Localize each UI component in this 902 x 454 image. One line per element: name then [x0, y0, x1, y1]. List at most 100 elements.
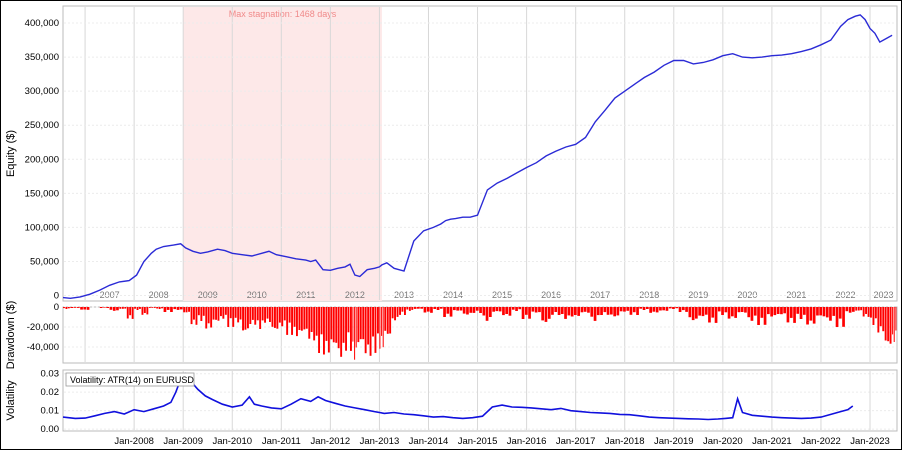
drawdown-bar	[685, 307, 688, 312]
drawdown-bar	[893, 307, 895, 342]
drawdown-bar	[753, 307, 757, 316]
drawdown-bar	[806, 307, 809, 325]
drawdown-bar	[668, 307, 672, 309]
drawdown-bar	[65, 307, 68, 309]
volatility-legend-label: Volatility: ATR(14) on EURUSD	[70, 375, 194, 385]
equity-y-tick-label: 200,000	[25, 154, 59, 165]
drawdown-bar	[70, 307, 74, 308]
drawdown-bar	[337, 307, 340, 349]
drawdown-bar	[763, 307, 767, 325]
drawdown-bar	[161, 307, 163, 309]
drawdown-bar	[521, 307, 525, 319]
drawdown-bar	[417, 307, 420, 309]
drawdown-bar	[288, 307, 291, 323]
drawdown-bar	[629, 307, 633, 315]
drawdown-bar	[352, 307, 354, 342]
drawdown-bar	[242, 307, 244, 331]
drawdown-bar	[695, 307, 698, 319]
volatility-x-tick-label: Jan-2014	[409, 436, 449, 447]
volatility-x-tick-label: Jan-2009	[163, 436, 203, 447]
drawdown-bar	[369, 307, 372, 356]
drawdown-bar	[596, 307, 600, 316]
drawdown-bar	[229, 307, 232, 319]
drawdown-bar	[296, 307, 298, 337]
drawdown-bar	[355, 307, 357, 348]
drawdown-bar	[884, 307, 887, 341]
drawdown-bar	[714, 307, 718, 323]
drawdown-bar	[212, 307, 215, 320]
drawdown-bar	[153, 307, 156, 308]
drawdown-bar	[202, 307, 205, 316]
drawdown-bar	[327, 307, 330, 353]
drawdown-bar	[259, 307, 262, 329]
drawdown-bar	[220, 307, 222, 317]
drawdown-bar	[482, 307, 486, 316]
drawdown-bar	[200, 307, 203, 321]
drawdown-bar	[449, 307, 453, 317]
drawdown-bar	[734, 307, 737, 318]
drawdown-bar	[134, 307, 136, 309]
volatility-x-tick-label: Jan-2011	[262, 436, 301, 447]
drawdown-bar	[411, 307, 414, 310]
drawdown-bar	[796, 307, 800, 314]
drawdown-bar	[819, 307, 822, 316]
drawdown-bar	[675, 307, 679, 309]
year-band-label: 2011	[296, 290, 315, 300]
drawdown-bar	[173, 307, 177, 310]
equity-y-tick-label: 0	[54, 291, 59, 302]
drawdown-bar	[613, 307, 616, 317]
drawdown-bar	[665, 307, 669, 311]
drawdown-bar	[121, 307, 124, 309]
drawdown-bar	[773, 307, 777, 316]
year-band-label: 2021	[786, 290, 806, 300]
drawdown-bar	[570, 307, 574, 317]
drawdown-bar	[485, 307, 489, 321]
drawdown-bar	[372, 307, 374, 337]
drawdown-bar	[325, 307, 328, 341]
equity-y-tick-label: 100,000	[25, 222, 59, 233]
drawdown-bar	[479, 307, 482, 313]
drawdown-bar	[842, 307, 845, 327]
drawdown-bar	[652, 307, 656, 312]
drawdown-bar	[350, 307, 352, 351]
drawdown-bar	[691, 307, 695, 321]
drawdown-y-tick-label: -20,000	[27, 322, 59, 333]
drawdown-bar	[99, 307, 103, 308]
drawdown-bar	[276, 307, 279, 329]
drawdown-bar	[261, 307, 264, 321]
drawdown-bar	[560, 307, 564, 314]
equity-y-tick-label: 300,000	[25, 86, 59, 97]
drawdown-bar	[472, 307, 476, 313]
drawdown-bar	[310, 307, 313, 332]
drawdown-bar	[639, 307, 643, 309]
drawdown-bar	[323, 307, 325, 355]
drawdown-bar	[420, 307, 423, 309]
drawdown-bar	[298, 307, 301, 330]
drawdown-bar	[767, 307, 770, 315]
drawdown-bar	[391, 307, 394, 319]
drawdown-bar	[616, 307, 620, 316]
drawdown-bar	[139, 307, 141, 309]
drawdown-bar	[879, 307, 882, 327]
drawdown-bar	[770, 307, 773, 317]
drawdown-bar	[708, 307, 711, 323]
drawdown-bar	[865, 307, 867, 314]
volatility-x-tick-label: Jan-2015	[458, 436, 498, 447]
drawdown-bar	[475, 307, 479, 311]
drawdown-bar	[430, 307, 433, 313]
drawdown-bar	[531, 307, 535, 312]
volatility-x-tick-label: Jan-2016	[507, 436, 547, 447]
drawdown-bar	[354, 307, 356, 360]
drawdown-bar	[126, 307, 129, 319]
drawdown-bar	[551, 307, 554, 315]
drawdown-bar	[103, 307, 106, 308]
drawdown-bar	[227, 307, 230, 327]
drawdown-bar	[740, 307, 744, 312]
drawdown-bar	[224, 307, 227, 315]
drawdown-bar	[590, 307, 594, 317]
drawdown-bar	[887, 307, 890, 342]
equity-y-tick-label: 350,000	[25, 52, 59, 63]
drawdown-bar	[413, 307, 417, 309]
drawdown-bar	[335, 307, 338, 343]
